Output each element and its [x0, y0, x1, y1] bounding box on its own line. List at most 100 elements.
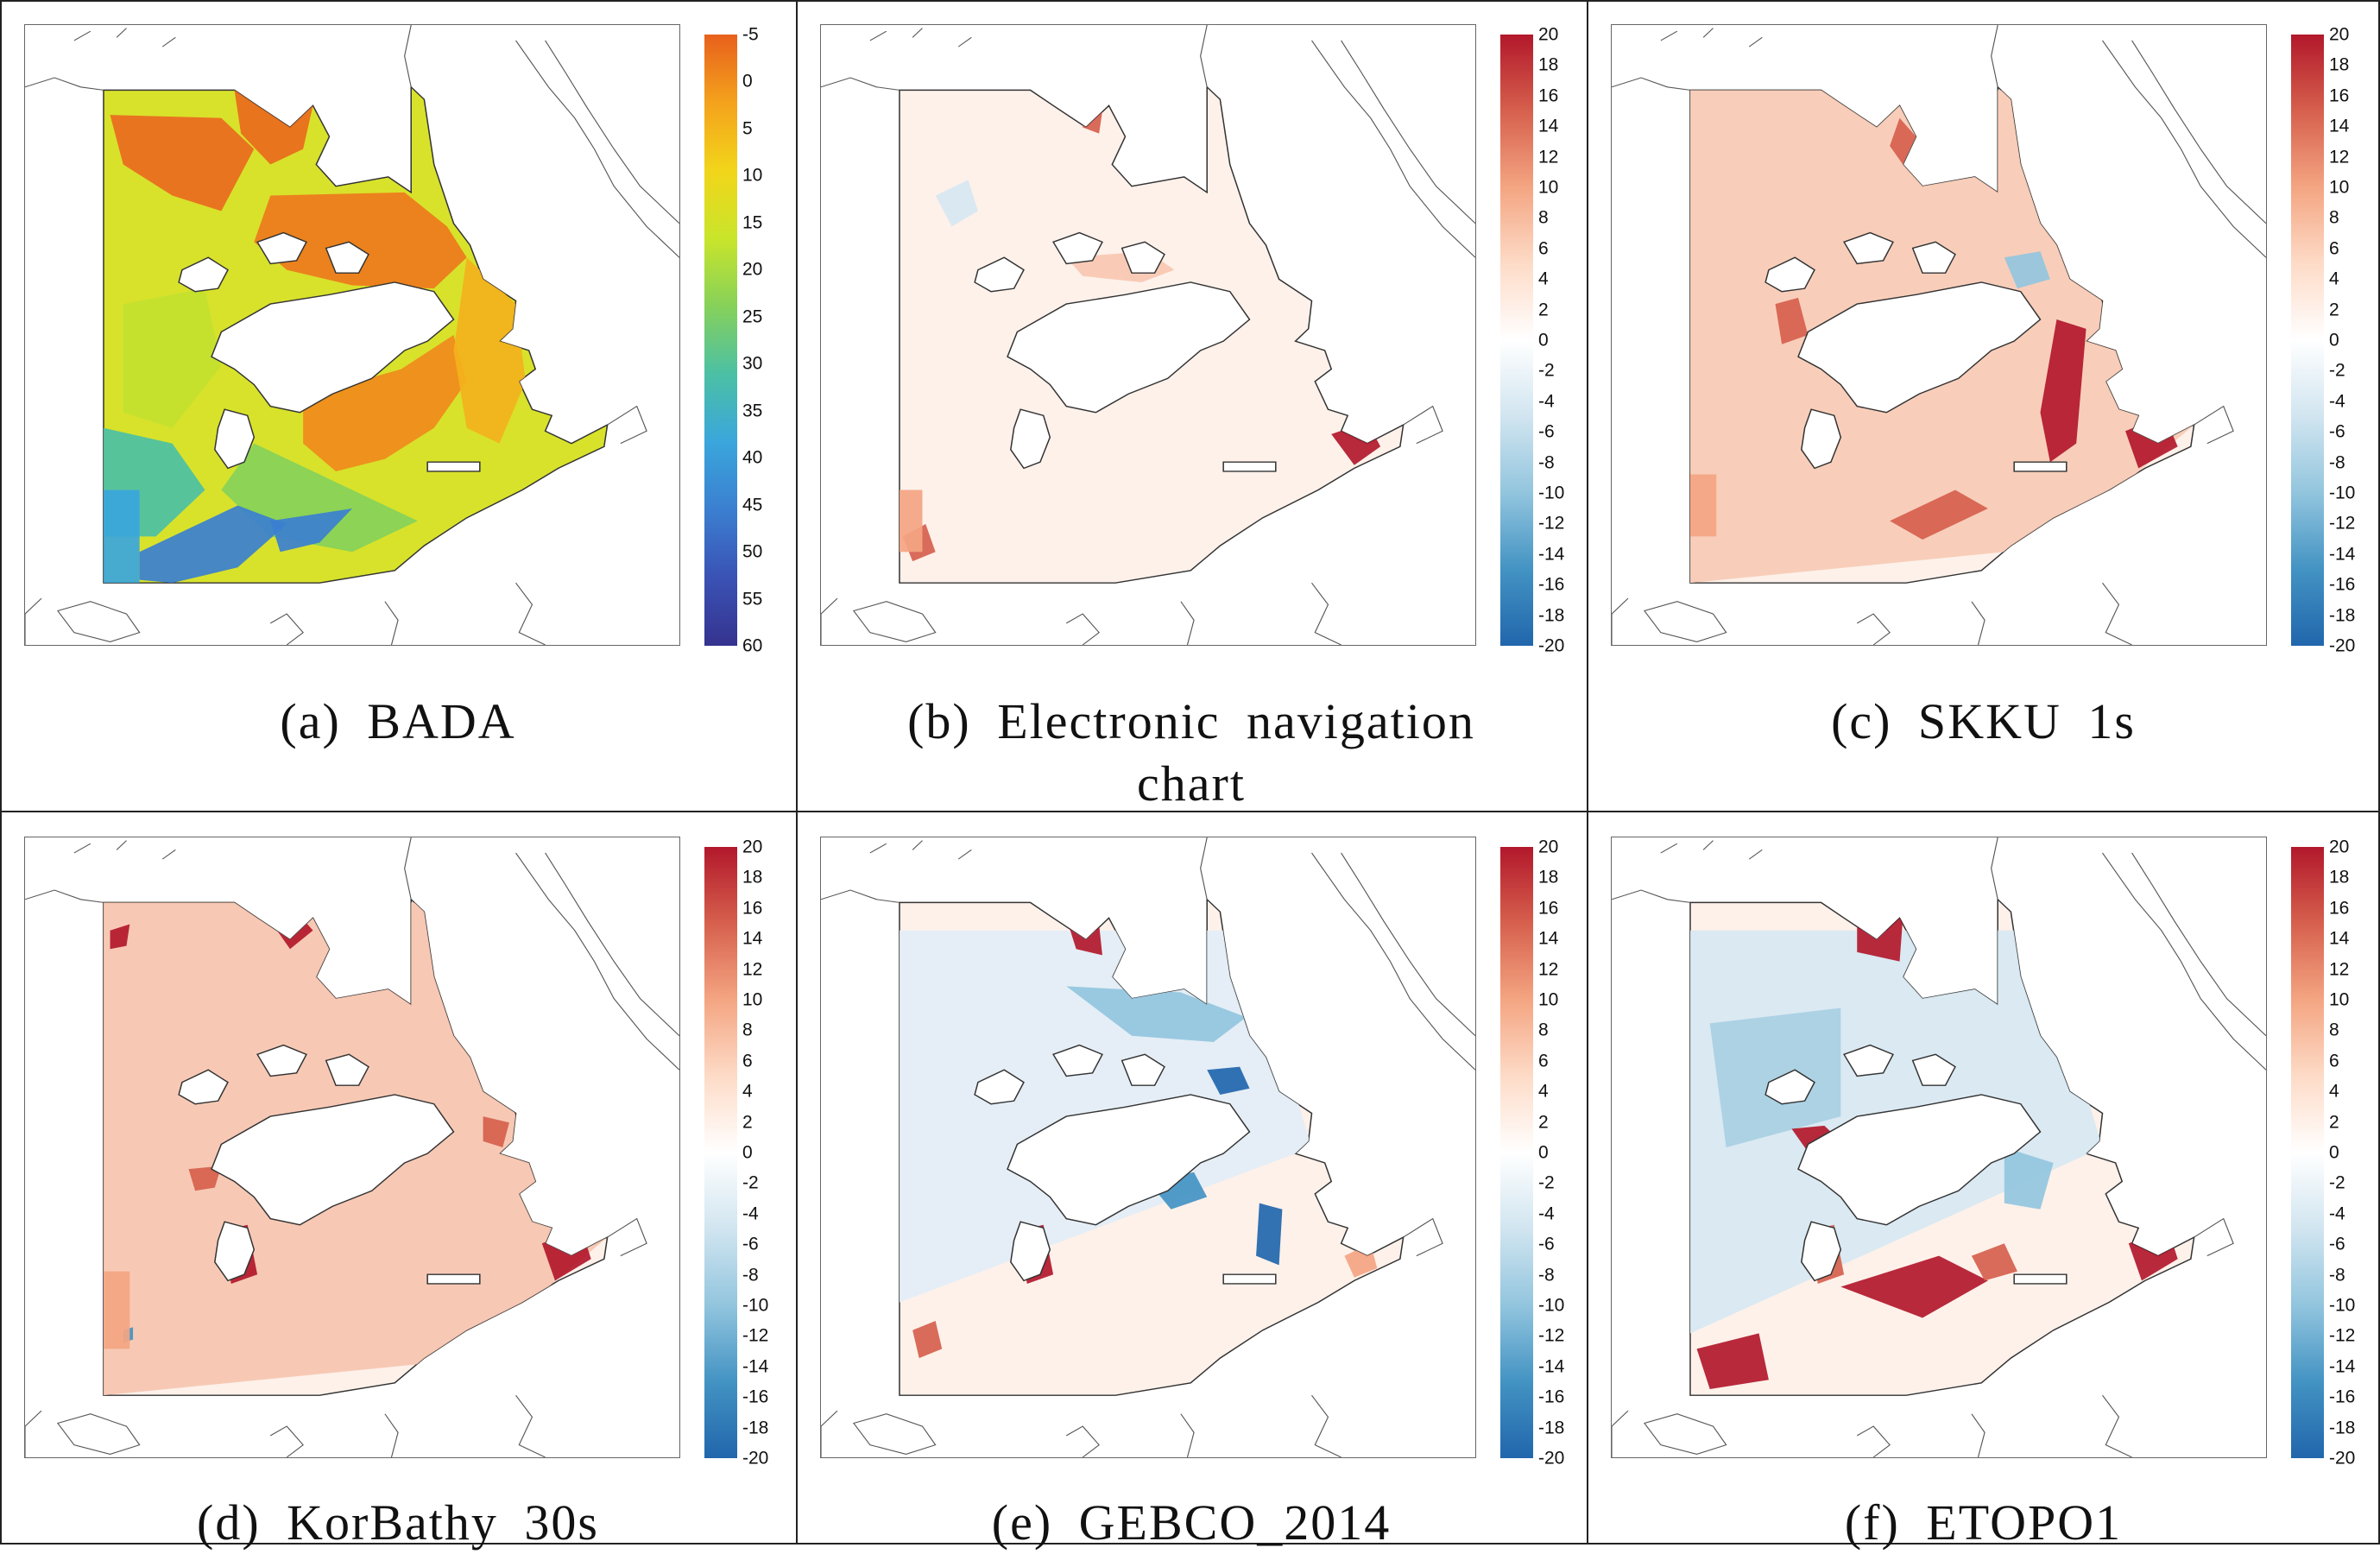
colorbar-tick-label: -8 [2329, 1265, 2345, 1286]
colorbar-tick-label: 4 [1538, 1081, 1549, 1102]
colorbar-tick-label: 2 [2329, 300, 2339, 320]
colorbar-tick-label: 20 [742, 837, 763, 857]
island-5 [1801, 408, 1842, 470]
island-5 [214, 408, 256, 470]
coastline-7 [852, 1413, 937, 1455]
colorbar-tick-label: 0 [2329, 1142, 2339, 1163]
coastline-6 [1403, 1217, 1443, 1257]
value-patch [1696, 1333, 1769, 1390]
colorbar-f [2291, 847, 2324, 1458]
map-svg-e [821, 837, 1475, 1457]
coastline-2 [869, 28, 972, 47]
coastline-8 [269, 1425, 304, 1457]
colorbar-tick-label: 20 [2329, 24, 2350, 45]
colorbar-tick-label: -6 [2329, 1234, 2345, 1254]
coastline-4 [1311, 40, 1475, 258]
colorbar-tick-label: -20 [1538, 635, 1565, 656]
panel-caption-a: (a) BADA [280, 693, 516, 749]
colorbar-ticks-e: 20 18 16 14 12 10 8 6 4 2 0 -2 -4 -6 -8 -10 -12 -14 -16 -18… [1538, 838, 1616, 1468]
colorbar-b [1500, 35, 1533, 646]
island-3 [256, 1044, 307, 1077]
colorbar-tick-label: 0 [2329, 330, 2339, 351]
colorbar-tick-label: -4 [1538, 1203, 1555, 1224]
coastline-8 [1065, 1425, 1100, 1457]
colorbar-tick-label: 16 [2329, 898, 2350, 919]
colorbar-tick-label: 2 [1538, 300, 1549, 320]
grid-line-vertical-1 [796, 0, 798, 1545]
colorbar-tick-label: 18 [2329, 867, 2350, 888]
colorbar-tick-label: 16 [1538, 898, 1559, 919]
colorbar-ticks-c: 20 18 16 14 12 10 8 6 4 2 0 -2 -4 -6 -8 -10 -12 -14 -16 -18… [2329, 26, 2380, 655]
colorbar-tick-label: -20 [2329, 1448, 2356, 1469]
coastline-10 [515, 1394, 546, 1457]
colorbar-tick-label: -4 [2329, 391, 2345, 412]
colorbar-tick-label: -14 [2329, 1356, 2356, 1377]
colorbar-tick-label: -6 [742, 1234, 759, 1254]
colorbar-tick-label: 6 [742, 1051, 753, 1071]
coastline-6 [2194, 405, 2234, 445]
colorbar-tick-label: -2 [2329, 360, 2345, 381]
coastline-6 [607, 405, 647, 445]
value-patch [1256, 1203, 1283, 1266]
value-patch [1890, 490, 1988, 540]
value-patch [110, 115, 255, 212]
island-4 [1121, 1053, 1165, 1086]
colorbar-tick-label: 4 [2329, 268, 2339, 289]
colorbar-tick-label: 10 [742, 989, 763, 1010]
colorbar-tick-label: -2 [1538, 360, 1555, 381]
harbor-structure [2013, 1273, 2068, 1285]
island-3 [1051, 1044, 1103, 1077]
value-patch [1775, 297, 1809, 344]
island-1 [1007, 281, 1251, 414]
island-5 [1010, 1221, 1051, 1282]
coastline-3 [404, 25, 412, 87]
coastline-1 [1612, 889, 1691, 903]
colorbar-tick-label: 8 [1538, 1020, 1549, 1040]
colorbar-tick-label: 10 [1538, 989, 1559, 1010]
colorbar-c [2291, 35, 2324, 646]
colorbar-tick-label: 10 [1538, 177, 1559, 198]
coastline-11 [25, 597, 42, 645]
coastline-11 [1612, 1410, 1629, 1457]
island-3 [1842, 1044, 1894, 1077]
outer-border-top [0, 0, 2380, 2]
coastline-4 [2102, 40, 2266, 258]
map-panel-d [24, 837, 680, 1458]
harbor-structure [1222, 1273, 1277, 1285]
panel-caption-e: (e) GEBCO_2014 [991, 1494, 1392, 1551]
island-1 [1797, 1094, 2042, 1226]
colorbar-tick-label: 15 [742, 212, 763, 233]
island-2 [1764, 1069, 1815, 1105]
coastline-7 [1643, 601, 1727, 642]
colorbar-tick-label: -12 [1538, 1325, 1565, 1346]
colorbar-tick-label: 16 [1538, 85, 1559, 106]
value-patch [110, 924, 130, 950]
island-3 [1842, 231, 1894, 265]
coastline-3 [1991, 837, 1998, 900]
coastline-1 [25, 889, 104, 903]
panel-caption-c: (c) SKKU 1s [1831, 693, 2136, 749]
coastline-11 [1612, 597, 1629, 645]
colorbar-tick-label: -6 [2329, 421, 2345, 442]
harbor-structure [426, 1273, 481, 1285]
map-panel-e [820, 837, 1476, 1458]
colorbar-tick-label: 20 [1538, 837, 1559, 857]
coastline-11 [821, 597, 838, 645]
colorbar-tick-label: 8 [1538, 207, 1549, 228]
colorbar-tick-label: -16 [742, 1387, 769, 1407]
island-1 [211, 281, 455, 414]
colorbar-tick-label: -12 [1538, 513, 1565, 534]
colorbar-tick-label: 20 [2329, 837, 2350, 857]
coastline-1 [1612, 77, 1691, 91]
colorbar-tick-label: 6 [2329, 238, 2339, 259]
colorbar-tick-label: 20 [742, 259, 763, 280]
harbor-structure [1222, 461, 1277, 472]
colorbar-tick-label: -2 [2329, 1172, 2345, 1193]
colorbar-tick-label: -4 [2329, 1203, 2345, 1224]
coastline-11 [25, 1410, 42, 1457]
colorbar-tick-label: -2 [1538, 1172, 1555, 1193]
map-panel-a [24, 24, 680, 646]
value-patch [1840, 1255, 1988, 1318]
colorbar-tick-label: 8 [2329, 207, 2339, 228]
colorbar-tick-label: -10 [1538, 1295, 1565, 1316]
